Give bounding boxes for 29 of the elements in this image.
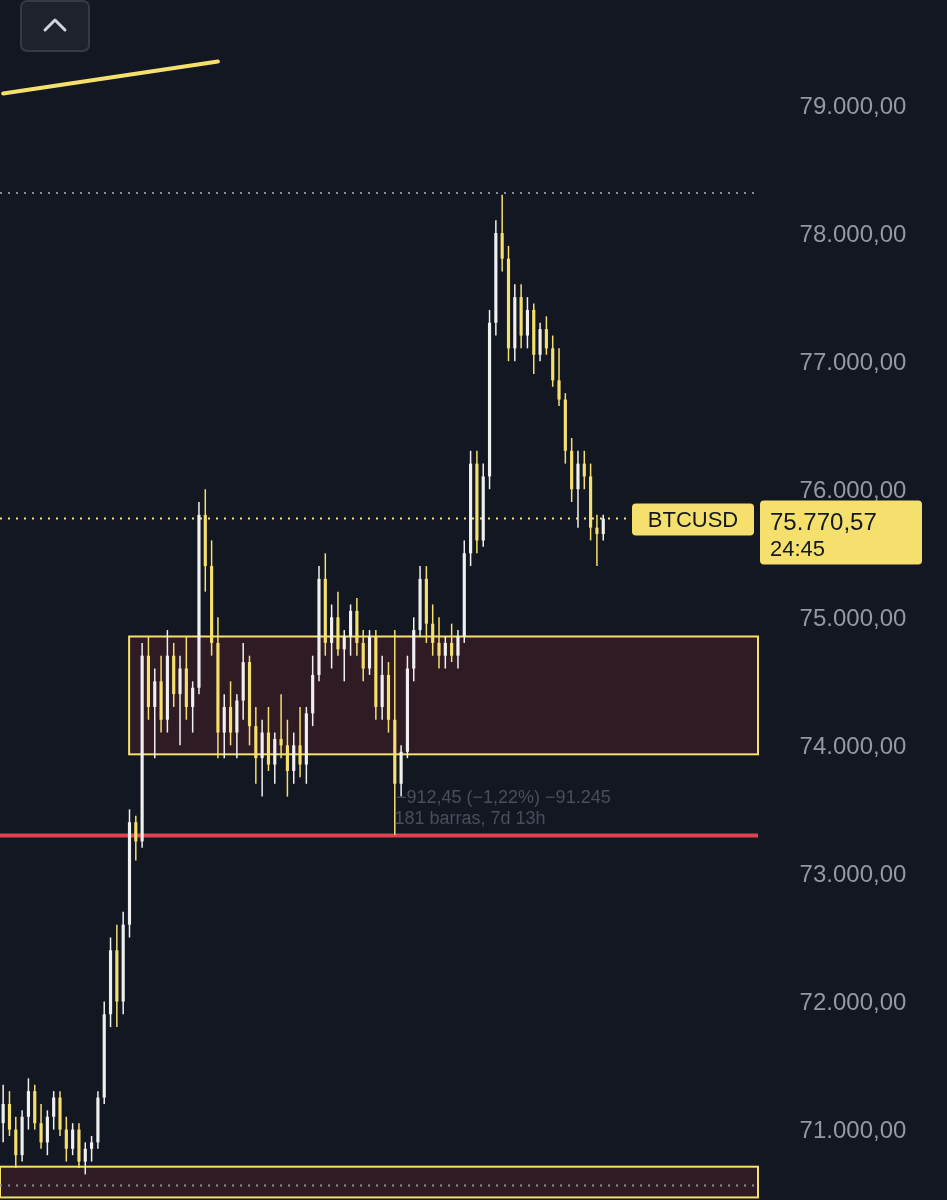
candlestick	[71, 1122, 75, 1156]
candlestick	[39, 1103, 43, 1150]
text: 24:45	[770, 536, 826, 562]
y-tick-label: 71.000,00	[799, 1116, 907, 1144]
candlestick	[456, 629, 460, 670]
candlestick	[83, 1141, 87, 1176]
candlestick	[557, 347, 561, 407]
candlestick	[443, 635, 447, 670]
candlestick	[595, 514, 599, 567]
candlestick	[90, 1135, 94, 1163]
y-tick-label: 74.000,00	[799, 731, 907, 759]
y-tick-label: 79.000,00	[799, 91, 907, 119]
candlestick	[544, 315, 548, 356]
candlestick	[191, 680, 195, 734]
text: 75.770,57	[770, 508, 877, 536]
candlestick	[52, 1090, 56, 1131]
ref-line-label: BTCUSD	[647, 507, 739, 533]
y-tick-label: 73.000,00	[799, 859, 907, 887]
y-tick-label: 77.000,00	[799, 347, 907, 375]
candlestick	[64, 1116, 68, 1163]
y-tick-label: 72.000,00	[799, 987, 907, 1015]
candlestick	[134, 815, 138, 862]
candlestick	[342, 629, 346, 683]
y-tick-label: 78.000,00	[799, 219, 907, 247]
y-tick-label: 76.000,00	[799, 475, 907, 503]
candlestick	[601, 514, 605, 542]
y-tick-label: 75.000,00	[799, 603, 907, 631]
candlestick	[582, 450, 586, 490]
candlestick	[1, 1083, 5, 1144]
